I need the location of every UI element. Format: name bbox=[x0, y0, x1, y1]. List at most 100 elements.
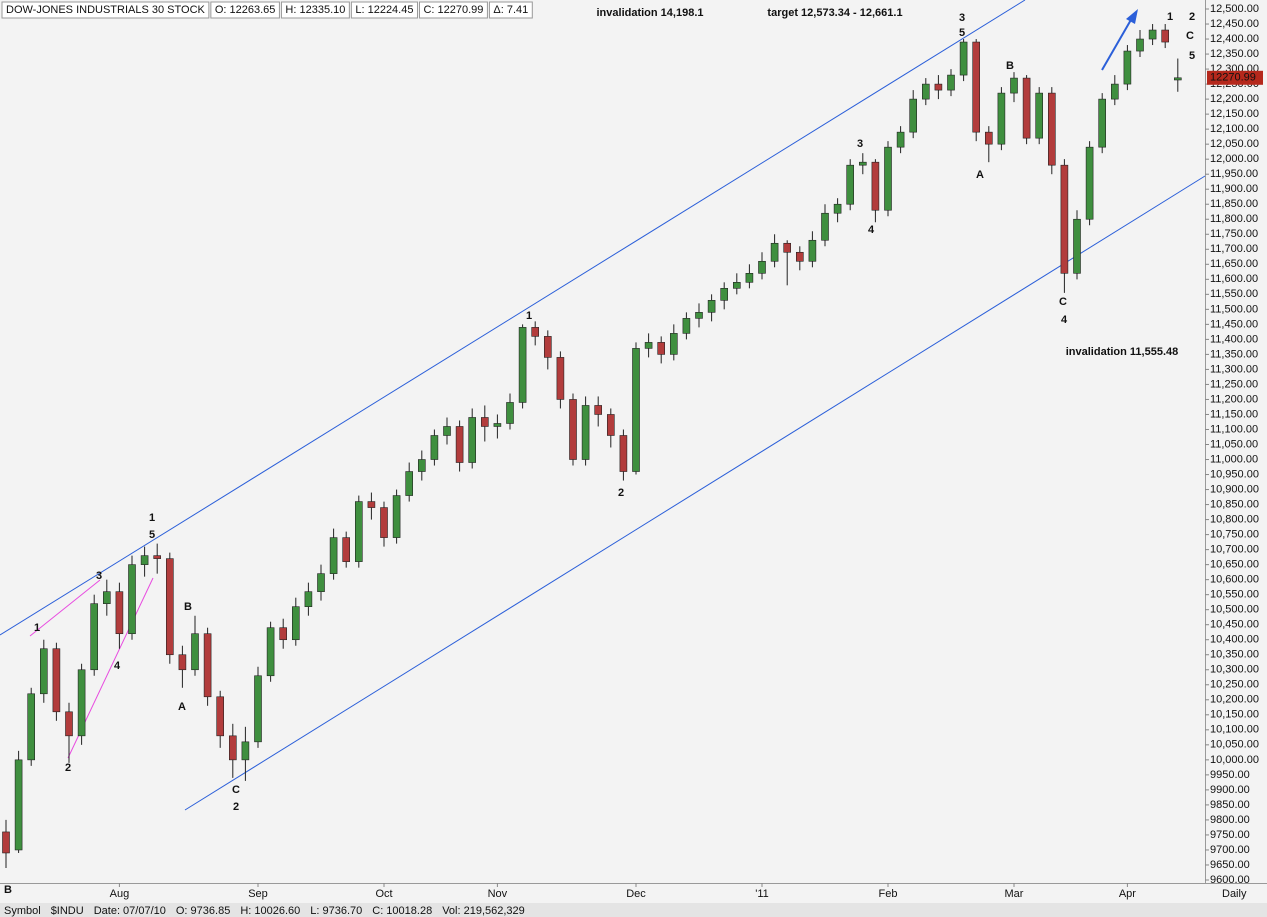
x-tick-label: Dec bbox=[626, 888, 646, 900]
candle-body bbox=[594, 405, 603, 415]
candle-body bbox=[644, 342, 653, 349]
y-tick-label: 10,700.00 bbox=[1210, 544, 1259, 556]
y-tick-label: 10,200.00 bbox=[1210, 694, 1259, 706]
annotation: 5 bbox=[959, 27, 965, 39]
y-tick-label: 11,350.00 bbox=[1210, 348, 1258, 360]
y-tick-label: 10,500.00 bbox=[1210, 604, 1259, 616]
y-tick-label: 10,900.00 bbox=[1210, 483, 1259, 495]
y-tick-label: 10,250.00 bbox=[1210, 679, 1259, 691]
y-tick-label: 11,800.00 bbox=[1210, 213, 1258, 225]
x-tick-label: Apr bbox=[1119, 888, 1136, 900]
candle-body bbox=[682, 318, 691, 334]
status-field: C: 10018.28 bbox=[372, 905, 432, 917]
x-tick-label: '11 bbox=[755, 888, 769, 900]
y-tick-label: 9950.00 bbox=[1210, 769, 1250, 781]
candle-body bbox=[279, 627, 288, 641]
candle-body bbox=[569, 399, 577, 460]
y-tick-label: 10,850.00 bbox=[1210, 498, 1259, 510]
status-bar bbox=[0, 903, 1267, 917]
y-tick-label: 10,400.00 bbox=[1210, 634, 1259, 646]
header-field: H: 12335.10 bbox=[285, 4, 345, 16]
y-tick-label: 10,950.00 bbox=[1210, 468, 1259, 480]
candle-body bbox=[493, 423, 502, 427]
y-tick-label: 11,200.00 bbox=[1210, 393, 1258, 405]
annotation: C bbox=[1186, 30, 1194, 42]
candle-body bbox=[342, 537, 351, 562]
candle-body bbox=[821, 212, 829, 241]
candle-body bbox=[657, 342, 666, 355]
candle-body bbox=[833, 203, 842, 214]
y-tick-label: 12,150.00 bbox=[1210, 108, 1259, 120]
candle-body bbox=[909, 98, 918, 133]
candle-body bbox=[543, 336, 552, 358]
y-tick-label: 9850.00 bbox=[1210, 799, 1250, 811]
y-tick-label: 11,150.00 bbox=[1210, 408, 1258, 420]
candle-body bbox=[695, 312, 703, 319]
header-box bbox=[1, 1, 210, 19]
header-field: O: 12263.65 bbox=[215, 4, 276, 16]
y-tick-label: 11,600.00 bbox=[1210, 273, 1258, 285]
y-tick-label: 12,500.00 bbox=[1210, 3, 1259, 15]
y-tick-label: 12,100.00 bbox=[1210, 123, 1259, 135]
candle-body bbox=[947, 74, 955, 91]
candle-body bbox=[1022, 77, 1031, 139]
candle-body bbox=[1123, 50, 1132, 85]
header-field: DOW-JONES INDUSTRIALS 30 STOCK bbox=[6, 4, 206, 16]
annotation: 3 bbox=[96, 570, 102, 582]
y-tick-label: 11,650.00 bbox=[1210, 258, 1258, 270]
candle-body bbox=[405, 471, 414, 496]
candle-body bbox=[27, 693, 36, 761]
y-tick-label: 10,650.00 bbox=[1210, 559, 1259, 571]
annotation: invalidation 14,198.1 bbox=[597, 7, 704, 19]
candle-body bbox=[745, 273, 754, 283]
annotation: 2 bbox=[618, 487, 624, 499]
header-box bbox=[418, 1, 488, 19]
candle-body bbox=[707, 300, 716, 313]
annotation: 1 bbox=[526, 310, 532, 322]
candle-body bbox=[619, 435, 628, 472]
candle-body bbox=[808, 239, 817, 262]
annotation: A bbox=[976, 169, 984, 181]
candle-body bbox=[758, 260, 766, 274]
y-tick-label: 9900.00 bbox=[1210, 784, 1250, 796]
candle-body bbox=[166, 558, 174, 656]
y-tick-label: 9600.00 bbox=[1210, 874, 1250, 886]
header-field: C: 12270.99 bbox=[423, 4, 483, 16]
wave-line bbox=[29, 579, 101, 637]
y-tick-label: 10,100.00 bbox=[1210, 724, 1259, 736]
candle-body bbox=[518, 327, 527, 403]
arrow-head bbox=[1126, 9, 1138, 24]
annotation: B bbox=[1006, 60, 1014, 72]
candle-body bbox=[140, 555, 149, 565]
candle-body bbox=[1035, 92, 1043, 139]
candle-body bbox=[795, 251, 804, 262]
y-tick-label: 11,700.00 bbox=[1210, 243, 1258, 255]
candle-body bbox=[1085, 146, 1094, 220]
candle-body bbox=[1010, 77, 1018, 94]
y-tick-label: 9800.00 bbox=[1210, 814, 1250, 826]
candle-body bbox=[2, 831, 10, 854]
period-label: Daily bbox=[1222, 888, 1247, 900]
annotation: C bbox=[232, 784, 240, 796]
candles bbox=[2, 24, 1182, 868]
candle-body bbox=[1098, 98, 1106, 148]
candle-body bbox=[443, 426, 451, 436]
candle-body bbox=[1161, 29, 1169, 43]
candle-body bbox=[191, 633, 199, 671]
candle-body bbox=[128, 564, 136, 635]
status-field: H: 10026.60 bbox=[240, 905, 300, 917]
channel-upper bbox=[0, 0, 1026, 636]
arrow bbox=[1101, 17, 1133, 71]
x-tick-label: Mar bbox=[1005, 888, 1024, 900]
annotation: C bbox=[1059, 296, 1067, 308]
candle-body bbox=[884, 146, 892, 211]
y-tick-label: 12,450.00 bbox=[1210, 18, 1259, 30]
candle-body bbox=[770, 242, 779, 262]
candle-body bbox=[506, 402, 514, 424]
y-tick-label: 11,100.00 bbox=[1210, 423, 1258, 435]
y-tick-label: 11,450.00 bbox=[1210, 318, 1258, 330]
channel-lower bbox=[184, 175, 1206, 811]
annotation: 5 bbox=[1189, 50, 1195, 62]
